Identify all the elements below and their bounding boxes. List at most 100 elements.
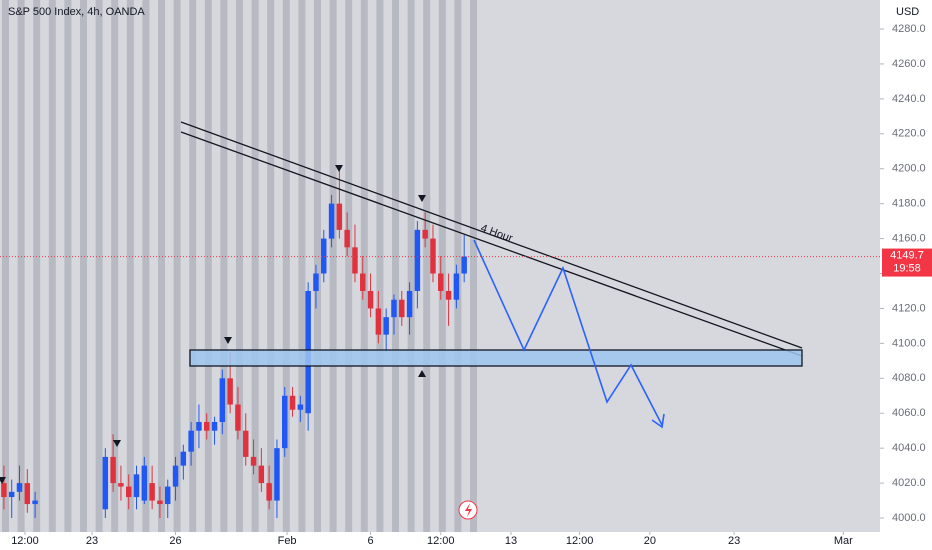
- time-axis: [0, 532, 880, 550]
- session-stripe: [376, 0, 384, 532]
- y-tick-label: 4080.0: [892, 372, 926, 384]
- x-tick-label: 12:00: [11, 535, 39, 547]
- session-stripe: [298, 0, 306, 532]
- candle-body: [235, 404, 241, 431]
- candle-body: [204, 421, 210, 431]
- candle-body: [211, 421, 218, 431]
- candle-body: [453, 273, 460, 300]
- session-stripe: [80, 0, 87, 532]
- candle-body: [445, 290, 452, 300]
- candle-body: [141, 465, 148, 501]
- projection-arrowhead: [651, 413, 665, 429]
- session-stripe: [126, 0, 134, 532]
- candle-body: [383, 317, 389, 335]
- candle-body: [102, 456, 109, 510]
- x-tick-label: Mar: [834, 535, 853, 547]
- event-icon-bolt: [465, 503, 472, 517]
- candle-body: [406, 290, 413, 318]
- candle-body: [188, 430, 194, 452]
- session-stripe: [142, 0, 150, 532]
- candle-body: [430, 238, 436, 274]
- candle-body: [125, 486, 132, 498]
- session-stripe: [64, 0, 72, 532]
- projection-path: [473, 239, 663, 426]
- session-stripe: [392, 0, 399, 532]
- session-stripe: [345, 0, 353, 532]
- session-stripe: [173, 0, 181, 532]
- session-stripes: [2, 0, 477, 532]
- candle-body: [367, 290, 374, 309]
- y-tick-label: 4280.0: [892, 23, 926, 35]
- candle-body: [438, 273, 444, 291]
- session-stripe: [407, 0, 415, 532]
- candle-body: [165, 486, 171, 505]
- last-price-label: 4149.7: [890, 249, 924, 261]
- candle-body: [422, 229, 428, 239]
- y-tick-label: 4180.0: [892, 198, 926, 210]
- candle-body: [297, 404, 304, 410]
- candle-body: [313, 273, 319, 291]
- candle-body: [196, 421, 202, 431]
- session-stripe: [314, 0, 321, 532]
- support-zone: [189, 349, 803, 367]
- trendline: [180, 131, 803, 357]
- candle-body: [391, 299, 397, 318]
- candle-body: [414, 229, 421, 291]
- candle-body: [328, 203, 335, 239]
- pivot-marker: [418, 370, 426, 377]
- session-stripe: [204, 0, 212, 532]
- trendline: [180, 121, 803, 349]
- candle-body: [266, 483, 272, 501]
- session-stripe: [111, 0, 119, 532]
- x-tick-label: 12:00: [427, 535, 455, 547]
- candle-body: [461, 256, 467, 274]
- candle-body: [16, 483, 23, 492]
- session-stripe: [282, 0, 290, 532]
- y-tick-label: 4260.0: [892, 58, 926, 70]
- candle-body: [133, 474, 140, 498]
- axes: 4000.0 4020.0 4040.0 4060.0 4080.0 4100.0 4120…: [11, 23, 925, 547]
- session-stripe: [454, 0, 462, 532]
- candle-body: [172, 465, 179, 487]
- last-price-box: [882, 248, 932, 277]
- candle-body: [336, 203, 343, 230]
- session-stripe: [33, 0, 41, 532]
- x-tick-label: 6: [368, 535, 374, 547]
- session-stripe: [48, 0, 56, 532]
- x-tick-label: 23: [86, 535, 98, 547]
- y-tick-label: 4120.0: [892, 302, 926, 314]
- candle-body: [118, 483, 124, 487]
- session-stripe: [158, 0, 165, 532]
- candle-body: [321, 238, 327, 274]
- candles: [1, 168, 467, 519]
- candle-body: [399, 299, 405, 318]
- session-stripe: [220, 0, 228, 532]
- candle-body: [250, 456, 257, 466]
- candle-body: [227, 378, 233, 405]
- x-tick-label: 13: [505, 535, 517, 547]
- x-tick-label: 20: [644, 535, 656, 547]
- session-stripe: [360, 0, 368, 532]
- session-stripe: [2, 0, 9, 532]
- candle-body: [274, 448, 280, 501]
- y-tick-label: 4060.0: [892, 407, 926, 419]
- candle-body: [157, 500, 163, 505]
- candle-body: [282, 395, 288, 449]
- y-tick-label: 4040.0: [892, 442, 926, 454]
- countdown: 19:58: [893, 262, 921, 274]
- session-stripe: [438, 0, 446, 532]
- candle-body: [8, 491, 15, 498]
- candle-body: [1, 483, 7, 498]
- candle-body: [360, 273, 366, 291]
- candle-body: [344, 229, 350, 248]
- y-tick-label: 4100.0: [892, 337, 926, 349]
- candle-body: [243, 430, 249, 457]
- y-tick-label: 4240.0: [892, 93, 926, 105]
- session-stripe: [470, 0, 477, 532]
- session-stripe: [423, 0, 431, 532]
- x-tick-label: 23: [728, 535, 740, 547]
- y-tick-label: 4220.0: [892, 128, 926, 140]
- session-stripe: [17, 0, 25, 532]
- candle-body: [219, 378, 226, 422]
